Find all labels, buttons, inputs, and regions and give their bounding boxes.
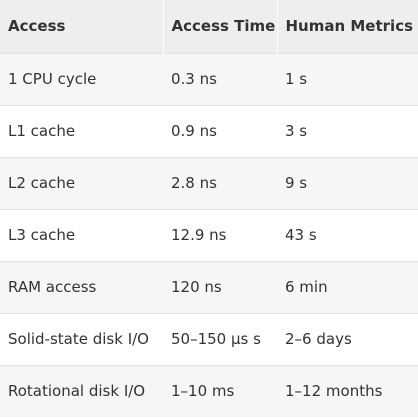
cell-access-time: 0.9 ns	[171, 122, 217, 140]
header-access: Access	[0, 0, 164, 53]
header-human-metrics: Human Metrics	[285, 17, 414, 36]
table-row: Solid-state disk I/O 50–150 μs s 2–6 day…	[0, 313, 418, 365]
cell-human-metric: 6 min	[285, 278, 328, 296]
cell-human-metric: 1–12 months	[285, 382, 383, 401]
table-row: Rotational disk I/O 1–10 ms 1–12 months	[0, 365, 418, 417]
table-row: RAM access 120 ns 6 min	[0, 261, 418, 313]
table-body: 1 CPU cycle 0.3 ns 1 s L1 cache 0.9 ns 3…	[0, 53, 418, 417]
cell-access-time: 50–150 μs s	[171, 330, 261, 348]
cell-access: L2 cache	[8, 174, 76, 192]
cell-access: 1 CPU cycle	[8, 70, 97, 88]
cell-access-time: 2.8 ns	[171, 174, 217, 192]
table-row: 1 CPU cycle 0.3 ns 1 s	[0, 53, 418, 105]
cell-human-metric: 3 s	[285, 122, 308, 140]
table-row: L2 cache 2.8 ns 9 s	[0, 157, 418, 209]
cell-access-time: 12.9 ns	[171, 226, 227, 244]
cell-access: Solid-state disk I/O	[8, 330, 149, 348]
header-row: Access Access Time Human Metrics	[0, 0, 418, 53]
table-header: Access Access Time Human Metrics	[0, 0, 418, 53]
cell-access: Rotational disk I/O	[8, 382, 146, 401]
table-row: L1 cache 0.9 ns 3 s	[0, 105, 418, 157]
cell-access: RAM access	[8, 278, 97, 296]
cell-human-metric: 2–6 days	[285, 330, 352, 348]
cell-human-metric: 9 s	[285, 174, 308, 192]
header-access-time: Access Time	[163, 0, 278, 53]
cell-access: L3 cache	[8, 226, 76, 244]
cell-access-time: 0.3 ns	[171, 70, 217, 88]
cell-access-time: 1–10 ms	[171, 382, 235, 401]
table-row: L3 cache 12.9 ns 43 s	[0, 209, 418, 261]
cell-human-metric: 1 s	[285, 70, 308, 88]
cell-human-metric: 43 s	[285, 226, 317, 244]
cell-access: L1 cache	[8, 122, 76, 140]
cell-access-time: 120 ns	[171, 278, 222, 296]
